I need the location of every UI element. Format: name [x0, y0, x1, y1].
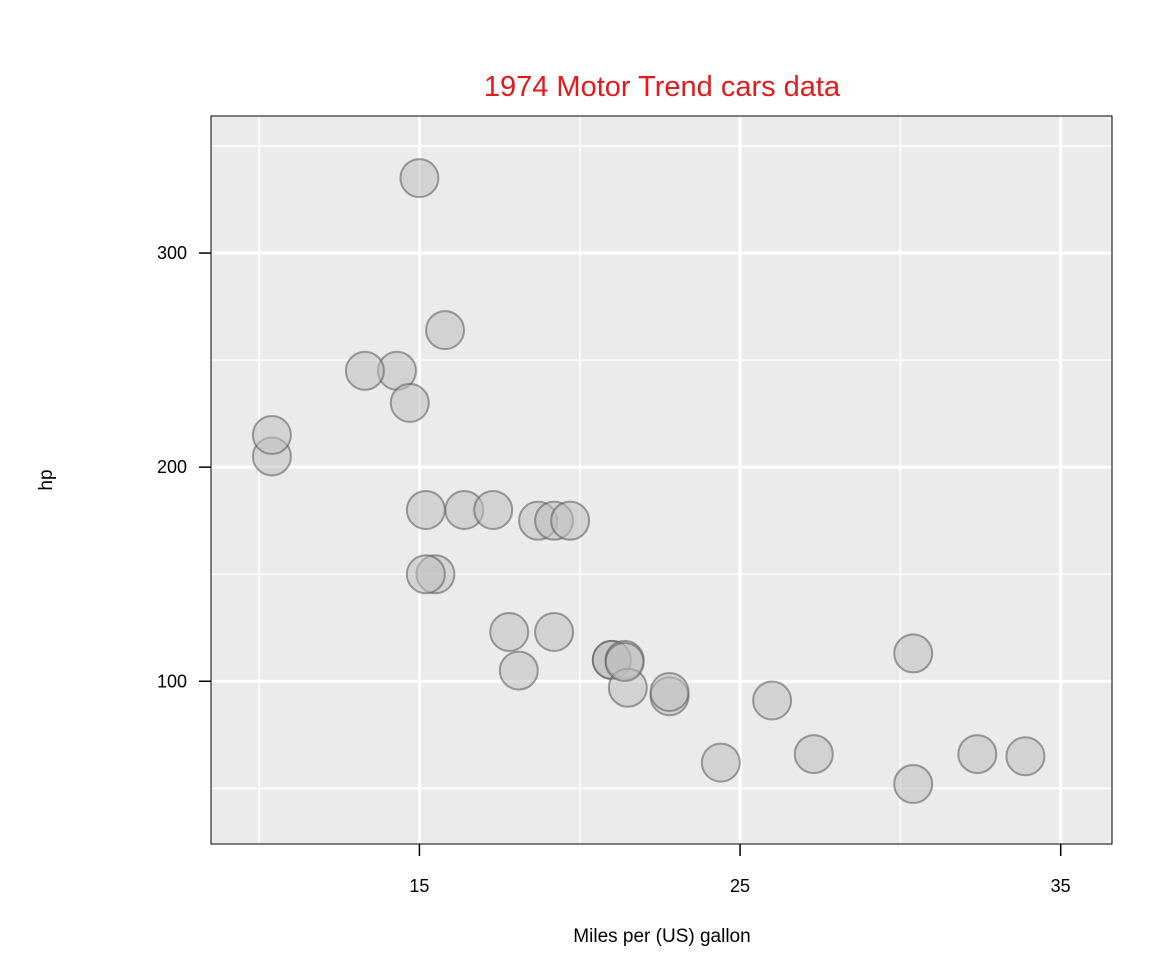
data-points [251, 158, 1046, 805]
y-tick-label: 300 [157, 243, 187, 263]
y-tick-label: 100 [157, 671, 187, 691]
data-point [893, 633, 934, 674]
data-point [405, 489, 446, 530]
y-tick-label: 200 [157, 457, 187, 477]
y-axis-label: hp [36, 469, 57, 490]
data-point [793, 734, 834, 775]
data-point [405, 554, 446, 595]
x-tick-label: 15 [409, 876, 429, 896]
data-point [752, 680, 793, 721]
data-point [251, 415, 292, 456]
data-point [498, 650, 539, 691]
data-point [893, 764, 934, 805]
plot-panel [211, 116, 1112, 844]
data-point [550, 500, 591, 541]
data-point [399, 158, 440, 199]
data-point [649, 671, 690, 712]
data-point [604, 642, 645, 682]
x-axis: 15 25 35 [409, 844, 1071, 896]
data-point [489, 612, 530, 653]
data-point [700, 742, 741, 783]
chart-title: 1974 Motor Trend cars data [484, 71, 841, 103]
x-tick-label: 25 [730, 876, 750, 896]
data-point [344, 350, 385, 391]
data-point [534, 612, 575, 653]
data-point [389, 382, 430, 423]
x-tick-label: 35 [1051, 876, 1071, 896]
minor-grid [211, 116, 1112, 844]
data-point [1005, 736, 1046, 777]
y-axis: 100 200 300 [157, 243, 211, 691]
data-point [425, 310, 466, 351]
data-point [957, 734, 998, 775]
x-axis-label: Miles per (US) gallon [573, 926, 750, 947]
panel-border [210, 115, 1113, 845]
data-point [473, 489, 514, 530]
